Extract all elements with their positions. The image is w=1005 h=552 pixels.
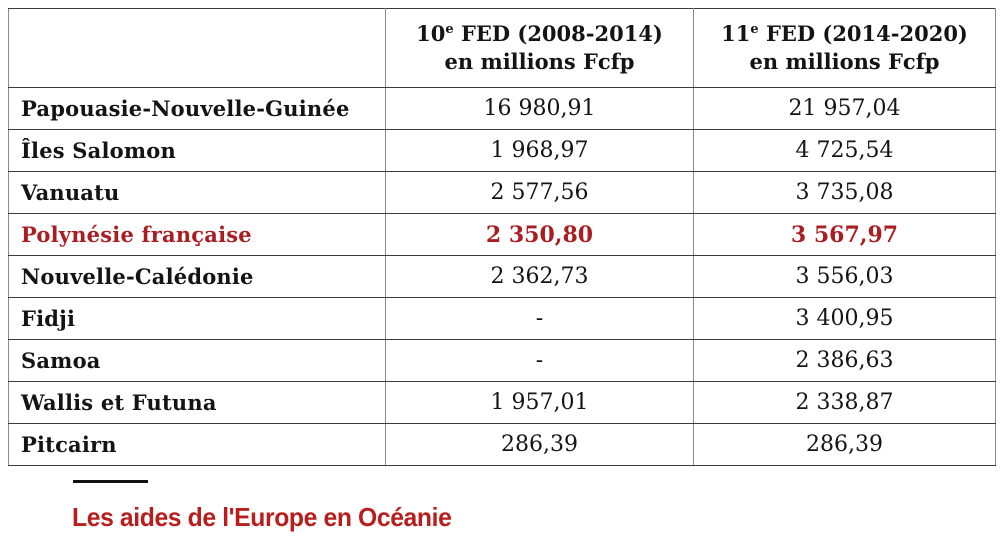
table-row: Fidji - 3 400,95 [8,297,996,340]
header-blank-cell [8,8,386,88]
header-fed10-unit: en millions Fcfp [444,49,635,74]
fed11-value: 21 957,04 [693,87,996,130]
table-row: Vanuatu 2 577,56 3 735,08 [8,171,996,214]
fed11-value: 2 386,63 [693,339,996,382]
table-row: Samoa - 2 386,63 [8,339,996,382]
table-row: Wallis et Futuna 1 957,01 2 338,87 [8,381,996,424]
table-caption: Les aides de l'Europe en Océanie [72,502,452,532]
fed10-value: - [385,339,694,382]
header-fed10-num: 10 [416,20,446,46]
row-label: Samoa [8,339,386,382]
row-label: Polynésie française [8,213,386,256]
row-label: Fidji [8,297,386,340]
fed11-value: 3 556,03 [693,255,996,298]
fed11-value: 3 400,95 [693,297,996,340]
fed11-value: 3 735,08 [693,171,996,214]
header-fed11-sup: e [750,21,759,37]
fed10-value: 286,39 [385,423,694,466]
row-label: Pitcairn [8,423,386,466]
fed10-value: 16 980,91 [385,87,694,130]
header-fed11-rest: FED (2014-2020) [758,20,968,46]
fed11-value: 3 567,97 [693,213,996,256]
fed-aid-table: 10e FED (2008-2014) en millions Fcfp 11e … [8,8,996,466]
fed10-value: 2 577,56 [385,171,694,214]
header-fed10-rest: FED (2008-2014) [453,20,663,46]
fed10-value: - [385,297,694,340]
header-fed11-num: 11 [721,20,751,46]
fed10-value: 2 362,73 [385,255,694,298]
fed11-value: 286,39 [693,423,996,466]
row-label: Îles Salomon [8,129,386,172]
row-label: Nouvelle-Calédonie [8,255,386,298]
table-row: Papouasie-Nouvelle-Guinée 16 980,91 21 9… [8,87,996,130]
fed10-value: 1 968,97 [385,129,694,172]
header-row: 10e FED (2008-2014) en millions Fcfp 11e … [8,8,996,88]
table-row: Îles Salomon 1 968,97 4 725,54 [8,129,996,172]
header-fed10: 10e FED (2008-2014) en millions Fcfp [385,8,694,88]
header-fed10-sup: e [445,21,454,37]
header-fed11-unit: en millions Fcfp [749,49,940,74]
fed11-value: 2 338,87 [693,381,996,424]
table-row-highlighted: Polynésie française 2 350,80 3 567,97 [8,213,996,256]
table-row: Nouvelle-Calédonie 2 362,73 3 556,03 [8,255,996,298]
fed11-value: 4 725,54 [693,129,996,172]
fed10-value: 2 350,80 [385,213,694,256]
row-label: Wallis et Futuna [8,381,386,424]
row-label: Papouasie-Nouvelle-Guinée [8,87,386,130]
table-row: Pitcairn 286,39 286,39 [8,423,996,466]
caption-rule [73,480,148,483]
fed10-value: 1 957,01 [385,381,694,424]
header-fed11: 11e FED (2014-2020) en millions Fcfp [693,8,996,88]
row-label: Vanuatu [8,171,386,214]
